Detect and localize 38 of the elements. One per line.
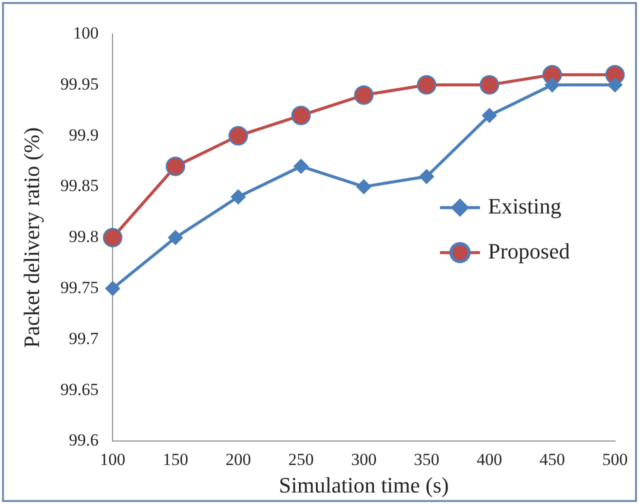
y-axis-title: Packet delivery ratio (%) <box>18 127 44 348</box>
x-tick-label: 250 <box>288 450 314 469</box>
point <box>228 126 248 146</box>
point <box>480 75 500 95</box>
y-tick-label: 100 <box>73 23 99 42</box>
y-tick-label: 99.9 <box>68 125 99 144</box>
x-tick-label: 100 <box>100 450 126 469</box>
x-tick-label: 400 <box>476 450 502 469</box>
y-tick-label: 99.8 <box>68 227 99 246</box>
x-tick-label: 200 <box>225 450 251 469</box>
point <box>294 158 309 174</box>
y-tick-label: 99.95 <box>60 74 99 94</box>
x-tick-label: 450 <box>539 450 565 469</box>
x-tick-label: 300 <box>351 450 377 469</box>
legend-label: Proposed <box>488 238 570 264</box>
y-tick-label: 99.85 <box>60 176 99 196</box>
point <box>168 230 183 246</box>
point <box>102 228 122 248</box>
point <box>166 156 186 176</box>
x-axis-title: Simulation time (s) <box>278 472 449 498</box>
y-tick-label: 99.7 <box>68 328 100 348</box>
y-tick-label: 99.75 <box>60 278 99 297</box>
point <box>291 106 311 126</box>
point <box>230 189 246 204</box>
x-tick-label: 150 <box>162 450 188 469</box>
point <box>356 179 372 194</box>
point <box>482 108 497 123</box>
x-tick-label: 350 <box>414 450 440 469</box>
point <box>354 85 374 105</box>
y-tick-label: 99.6 <box>68 430 99 450</box>
point <box>419 169 434 184</box>
point <box>544 77 560 92</box>
y-tick-label: 99.65 <box>60 380 99 399</box>
point <box>416 75 436 95</box>
x-tick-label: 500 <box>602 450 628 469</box>
legend-label: Existing <box>488 193 562 218</box>
point <box>105 281 120 296</box>
point <box>608 77 622 92</box>
